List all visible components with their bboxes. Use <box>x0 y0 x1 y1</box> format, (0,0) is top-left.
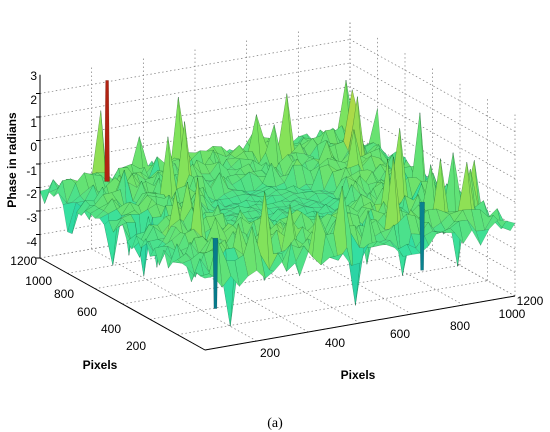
surface-patch <box>48 180 63 197</box>
surface-patch <box>44 178 59 204</box>
surface-patch <box>157 216 171 234</box>
surface-patch <box>210 172 225 202</box>
surface-patch <box>131 171 146 180</box>
surface-patch <box>294 245 309 277</box>
surface-patch <box>70 195 86 204</box>
z-tick-label: -2 <box>26 187 37 201</box>
surface-patch <box>226 260 240 288</box>
surface-patch <box>94 210 109 219</box>
y-tick-label: 600 <box>77 305 97 319</box>
spike-layer <box>104 80 425 309</box>
z-tick-label: -1 <box>26 164 37 178</box>
surface-patch <box>193 236 208 255</box>
y-tick-label: 200 <box>126 339 146 353</box>
z-tick-label: 3 <box>30 69 37 83</box>
back-wall-grid-line <box>39 109 351 165</box>
surface-patch <box>186 258 201 283</box>
surface-patch <box>62 178 76 204</box>
surface-patch <box>384 156 399 230</box>
surface-patch <box>85 205 100 214</box>
surface-patch <box>290 204 305 211</box>
surface-patch <box>153 225 168 240</box>
y-tick-label: 1000 <box>25 274 52 288</box>
side-wall-grid-line <box>349 86 516 179</box>
x-tick-label: 800 <box>450 319 470 333</box>
surface-patch <box>281 204 295 253</box>
surface-patch <box>117 222 132 242</box>
y-tick-label: 400 <box>101 322 121 336</box>
surface-mesh <box>39 80 516 327</box>
back-wall-grid-line <box>39 39 351 94</box>
surface-patch <box>94 194 108 209</box>
z-tick-label: -4 <box>26 235 37 249</box>
surface-patch <box>215 194 230 202</box>
surface-patch <box>228 188 242 191</box>
back-wall-grid-line <box>39 86 351 141</box>
surface-patch <box>237 193 251 205</box>
surface-patch <box>71 200 86 234</box>
surface-spike <box>212 237 219 309</box>
y-axis-ticks: 1200 1000 800 600 400 200 <box>10 254 146 353</box>
back-wall-grid-line <box>39 62 351 118</box>
surface-patch <box>223 189 238 199</box>
z-tick-label: -3 <box>26 211 37 225</box>
surface-patch <box>260 254 275 279</box>
side-wall-grid-line <box>349 62 516 156</box>
surface-patch <box>90 208 104 219</box>
surface-spike <box>419 201 425 271</box>
x-tick-label: 400 <box>325 336 345 350</box>
surface-patch <box>240 216 255 240</box>
surface-patch <box>251 226 266 280</box>
axes-frame <box>36 74 516 351</box>
y-tick-label: 800 <box>54 287 74 301</box>
axis-line <box>204 295 516 351</box>
surface-patch <box>125 210 140 215</box>
surface-patch <box>196 159 211 175</box>
y-tick-label: 1200 <box>10 254 37 268</box>
surface-patch <box>117 214 131 221</box>
surface-patch <box>202 176 216 202</box>
surface-patch <box>200 173 215 181</box>
surface-patch <box>467 219 481 246</box>
surface-patch <box>238 205 253 218</box>
surface-patch <box>341 175 356 182</box>
x-axis-label: Pixels <box>341 368 376 382</box>
y-axis-label: Pixels <box>83 358 118 372</box>
z-tick-label: 1 <box>30 116 37 130</box>
floor-grid-line <box>149 264 461 320</box>
surface-patch <box>225 212 240 217</box>
x-axis-ticks: 200 400 600 800 1000 1200 <box>260 294 544 360</box>
surface-patch <box>244 190 259 195</box>
surface-patch <box>246 199 260 209</box>
floor-grid-line <box>177 280 488 336</box>
surface-patch <box>39 179 54 205</box>
z-tick-label: 2 <box>30 93 37 107</box>
surface-patch <box>226 157 241 168</box>
figure-caption: (a) <box>267 416 283 431</box>
x-tick-label: 600 <box>390 327 410 341</box>
surface-patch <box>62 202 77 232</box>
side-wall-grid-line <box>349 39 516 132</box>
surface-patch <box>312 211 326 266</box>
x-tick-label: 200 <box>260 346 280 360</box>
z-axis-ticks: 3 2 1 0 -1 -2 -3 -4 <box>26 69 37 249</box>
z-axis-label: Phase in radians <box>5 112 19 208</box>
surface-spike <box>104 80 110 182</box>
x-tick-label: 1200 <box>517 294 544 308</box>
floor-grid-line <box>122 249 433 305</box>
z-tick-label: 0 <box>30 140 37 154</box>
x-tick-label: 1000 <box>499 307 526 321</box>
axis-line <box>39 257 206 351</box>
surface-patch <box>140 171 154 180</box>
surface-patch <box>234 151 249 160</box>
surface-patch <box>243 226 257 277</box>
surface-patch <box>199 273 215 279</box>
